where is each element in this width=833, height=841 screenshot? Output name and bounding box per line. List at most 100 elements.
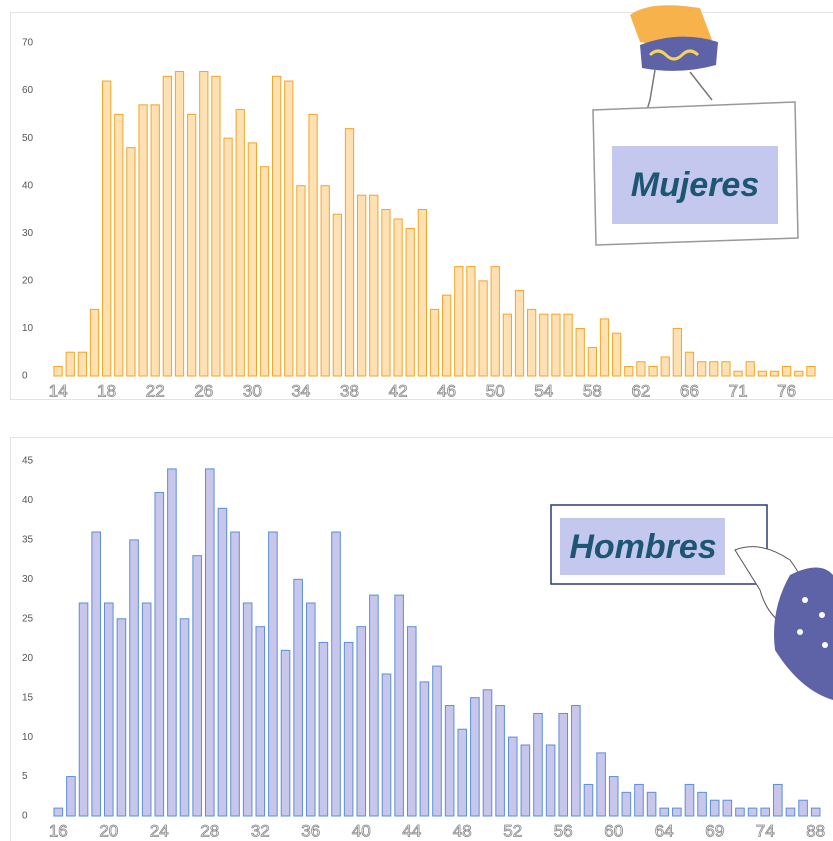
panel <box>10 12 833 400</box>
y-tick-label: 5 <box>22 771 28 782</box>
bar <box>138 104 148 377</box>
bar <box>247 142 257 377</box>
y-tick-label: 70 <box>22 38 34 49</box>
x-tick-label: 52 <box>503 821 522 840</box>
bar <box>235 109 245 377</box>
bar <box>280 649 291 817</box>
x-tick-label: 46 <box>437 381 456 400</box>
bar <box>769 370 780 377</box>
bar <box>621 791 632 817</box>
bar <box>116 618 127 817</box>
x-tick-label: 14 <box>49 381 68 400</box>
bar <box>204 468 215 817</box>
bar <box>444 705 455 817</box>
bar <box>394 594 404 817</box>
bar <box>332 213 342 377</box>
bar <box>65 351 75 377</box>
bar <box>369 594 379 817</box>
x-tick-label: 50 <box>486 381 505 400</box>
bar <box>612 332 622 377</box>
bar <box>66 776 76 817</box>
x-tick-label: 38 <box>340 381 359 400</box>
bar <box>141 602 152 817</box>
bar <box>782 365 792 377</box>
bar <box>381 209 391 377</box>
bar <box>684 783 695 817</box>
bar <box>429 308 440 377</box>
y-tick-label: 10 <box>22 732 34 743</box>
bar <box>587 346 597 377</box>
x-tick-label: 34 <box>291 381 310 400</box>
x-tick-label: 42 <box>389 381 408 400</box>
bar <box>259 166 270 377</box>
bar <box>432 665 442 817</box>
bar <box>104 602 114 817</box>
bar <box>794 370 804 377</box>
bar <box>806 365 816 377</box>
bar <box>709 799 720 817</box>
bar <box>419 681 430 817</box>
bar <box>211 75 221 377</box>
bar <box>722 799 733 817</box>
bar <box>192 555 202 817</box>
x-tick-label: 54 <box>534 381 553 400</box>
x-tick-label: 32 <box>251 821 270 840</box>
bar <box>89 308 100 377</box>
x-tick-label: 24 <box>150 821 169 840</box>
bar <box>369 194 379 377</box>
bar <box>660 356 670 377</box>
bar <box>545 744 556 817</box>
bar <box>272 75 282 377</box>
bar <box>344 128 355 377</box>
bar <box>199 71 209 377</box>
x-tick-label: 74 <box>756 821 775 840</box>
bar <box>551 313 561 377</box>
x-tick-label: 26 <box>194 381 213 400</box>
bar <box>77 351 87 377</box>
bar <box>672 327 682 377</box>
bar <box>356 626 367 817</box>
bar <box>406 626 417 817</box>
bar <box>53 807 64 817</box>
y-tick-label: 30 <box>22 574 34 585</box>
bar <box>760 807 770 817</box>
bar <box>466 266 476 377</box>
x-tick-label: 18 <box>97 381 116 400</box>
bar <box>636 361 646 377</box>
bar <box>442 294 452 377</box>
bar <box>470 697 480 817</box>
bar <box>648 365 658 377</box>
sign-illustration <box>592 5 799 246</box>
bar <box>357 194 367 377</box>
bar <box>697 791 707 817</box>
bar <box>502 313 512 377</box>
bar <box>457 728 468 817</box>
bar <box>305 602 316 817</box>
bar <box>126 147 136 377</box>
bar <box>318 641 329 817</box>
y-tick-label: 50 <box>22 133 34 144</box>
x-tick-label: 76 <box>777 381 796 400</box>
bar <box>634 783 644 817</box>
bar <box>798 799 808 817</box>
bar <box>747 807 758 817</box>
x-tick-label: 66 <box>680 381 699 400</box>
bar <box>482 689 493 817</box>
bar <box>624 365 634 377</box>
bar <box>405 228 415 377</box>
x-tick-label: 22 <box>146 381 165 400</box>
y-tick-label: 15 <box>22 692 34 703</box>
bar <box>810 807 821 817</box>
bar <box>179 618 190 817</box>
bar <box>608 776 619 817</box>
bar <box>174 71 185 377</box>
bar <box>268 531 278 817</box>
y-tick-label: 25 <box>22 613 34 624</box>
bar <box>217 507 228 817</box>
y-tick-label: 60 <box>22 85 34 96</box>
bar <box>381 673 392 817</box>
bar <box>697 361 707 377</box>
x-tick-label: 58 <box>583 381 602 400</box>
x-tick-label: 16 <box>49 821 68 840</box>
y-tick-label: 20 <box>22 275 34 286</box>
